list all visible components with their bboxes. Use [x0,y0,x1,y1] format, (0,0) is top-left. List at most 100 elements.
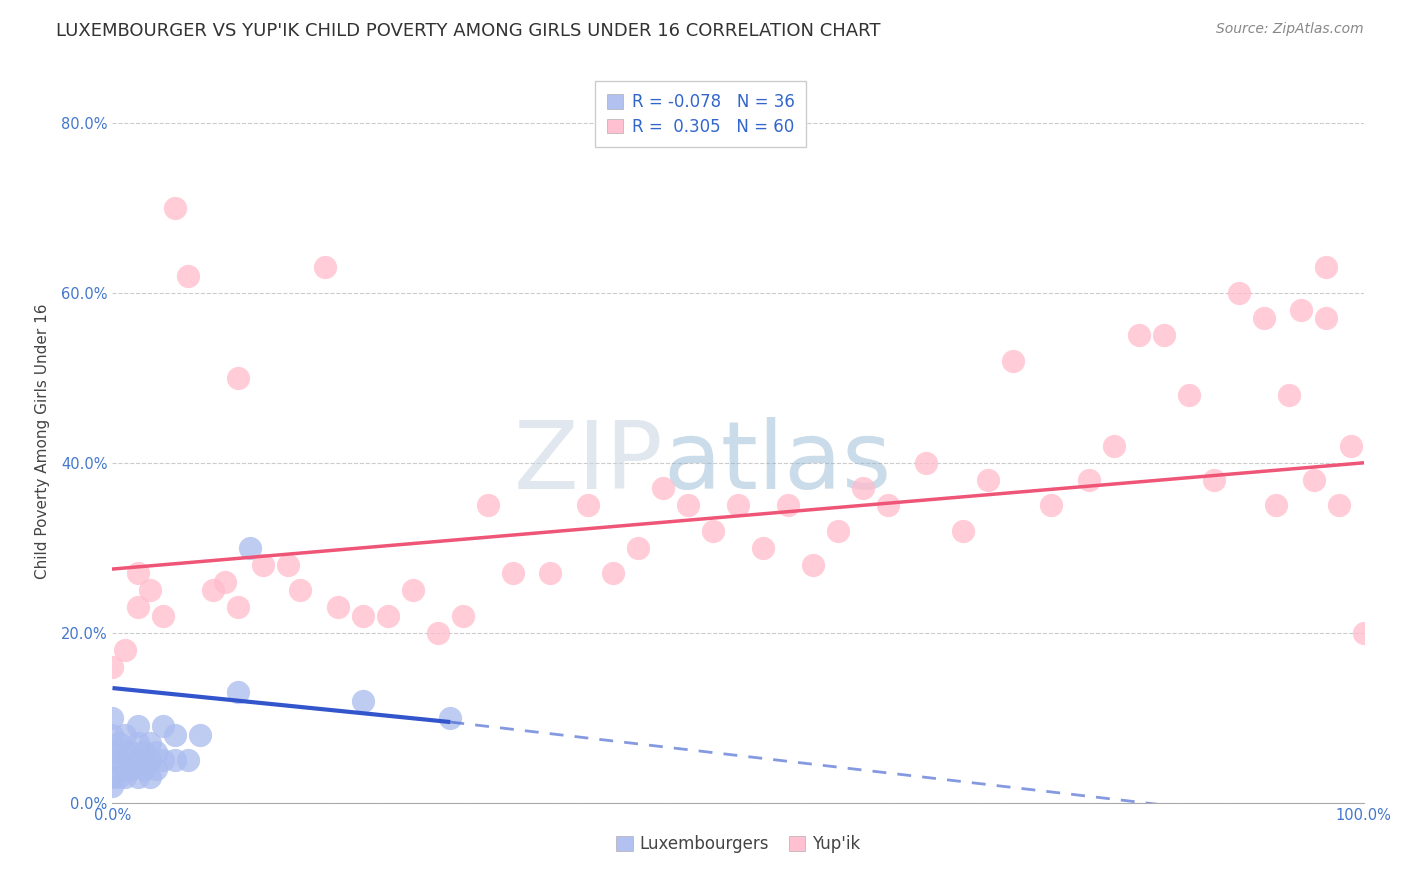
Point [114,728,136,742]
Point [152,753,174,767]
Point [1353,625,1375,640]
Point [877,498,900,512]
Text: ZIP: ZIP [513,417,664,509]
Point [952,524,974,538]
Point [163,201,186,215]
Point [778,498,800,512]
Point [163,753,186,767]
Point [752,541,775,555]
Point [252,558,274,572]
Point [602,566,624,581]
Point [1315,311,1337,326]
Point [127,566,149,581]
Point [101,770,124,784]
Point [114,762,136,776]
Point [1153,328,1175,343]
Point [1077,473,1099,487]
Point [201,583,224,598]
Point [538,566,561,581]
Point [1278,388,1301,402]
Point [1302,473,1324,487]
Point [139,583,162,598]
Point [1177,388,1199,402]
Point [114,770,136,784]
Point [1202,473,1225,487]
Point [176,753,198,767]
Point [1128,328,1150,343]
Text: Source: ZipAtlas.com: Source: ZipAtlas.com [1216,22,1364,37]
Point [101,728,124,742]
Point [627,541,650,555]
Y-axis label: Child Poverty Among Girls Under 16: Child Poverty Among Girls Under 16 [35,304,49,579]
Point [915,456,938,470]
Point [702,524,724,538]
Legend: Luxembourgers, Yup'ik: Luxembourgers, Yup'ik [609,828,868,860]
Point [163,728,186,742]
Point [1039,498,1063,512]
Point [101,779,124,793]
Point [439,711,461,725]
Point [352,694,374,708]
Point [352,608,374,623]
Point [120,762,142,776]
Point [120,745,142,759]
Point [1102,439,1125,453]
Point [652,481,675,495]
Point [290,583,312,598]
Point [107,736,129,750]
Point [852,481,875,495]
Point [1291,302,1313,317]
Point [127,770,149,784]
Point [152,719,174,733]
Point [101,745,124,759]
Point [1327,498,1350,512]
Point [132,745,155,759]
Point [139,753,162,767]
Point [127,600,149,615]
Text: LUXEMBOURGER VS YUP'IK CHILD POVERTY AMONG GIRLS UNDER 16 CORRELATION CHART: LUXEMBOURGER VS YUP'IK CHILD POVERTY AMO… [56,22,880,40]
Point [314,260,336,275]
Point [1265,498,1288,512]
Point [127,753,149,767]
Point [107,770,129,784]
Point [127,736,149,750]
Point [277,558,299,572]
Point [451,608,474,623]
Point [727,498,749,512]
Point [214,574,236,589]
Point [188,728,211,742]
Point [101,711,124,725]
Point [426,625,449,640]
Point [1315,260,1337,275]
Point [176,268,198,283]
Point [127,719,149,733]
Point [502,566,524,581]
Point [132,762,155,776]
Point [801,558,824,572]
Point [326,600,349,615]
Point [114,745,136,759]
Point [1340,439,1362,453]
Point [226,600,249,615]
Point [139,770,162,784]
Point [576,498,599,512]
Point [977,473,1000,487]
Point [114,642,136,657]
Point [226,371,249,385]
Point [402,583,425,598]
Point [101,660,124,674]
Point [145,762,167,776]
Point [226,685,249,699]
Point [101,753,124,767]
Point [827,524,849,538]
Point [1253,311,1275,326]
Point [107,753,129,767]
Point [139,736,162,750]
Point [152,608,174,623]
Point [239,541,262,555]
Point [1002,353,1025,368]
Point [477,498,499,512]
Point [377,608,399,623]
Point [145,745,167,759]
Point [1227,285,1250,300]
